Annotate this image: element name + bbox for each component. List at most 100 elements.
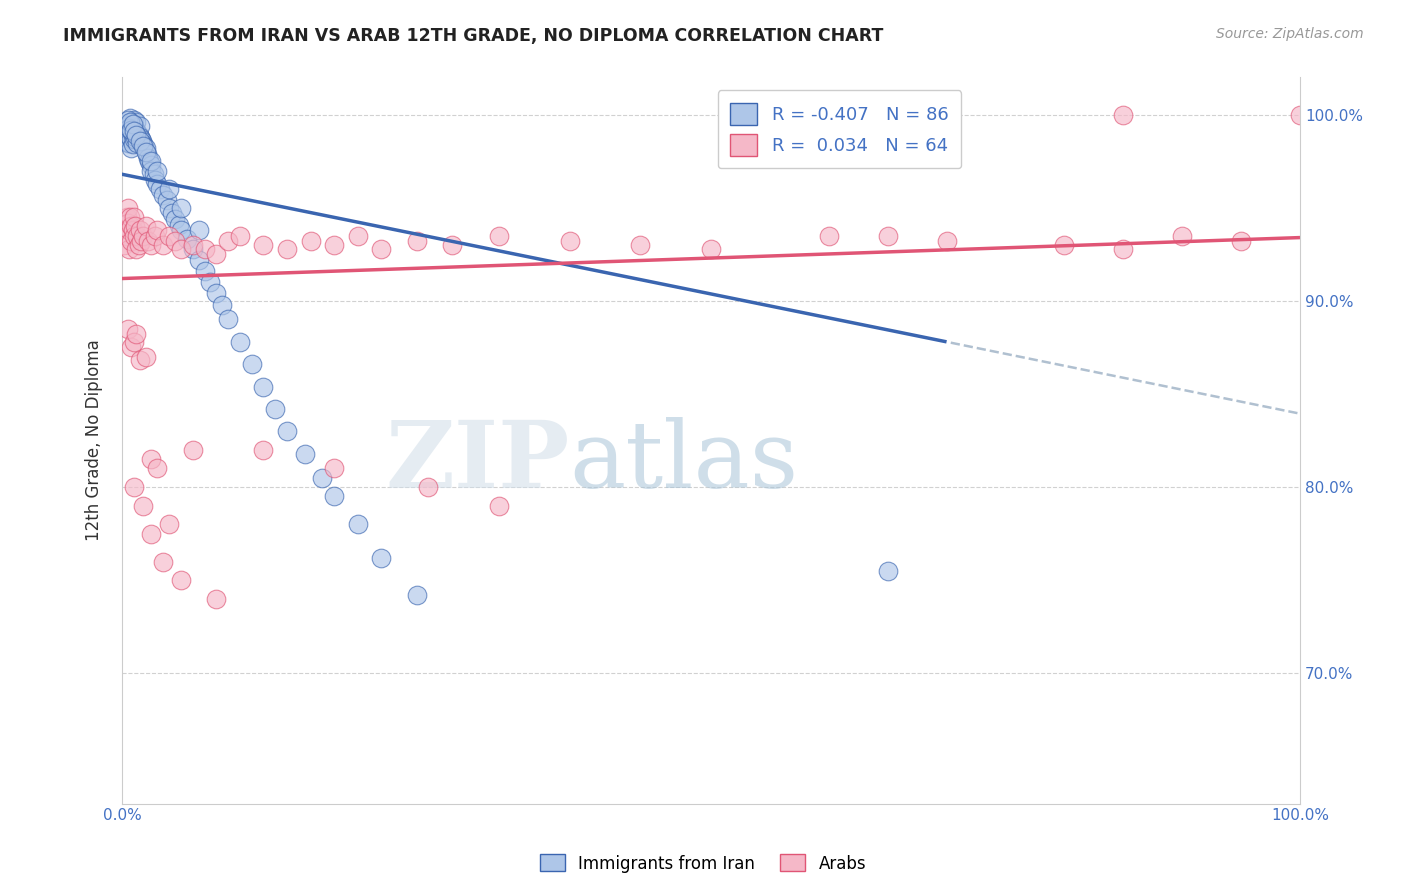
Point (205, 247, 228, 261)
Point (146, 177, 169, 191)
Point (370, 242, 392, 256)
Point (135, 141, 157, 155)
Point (118, 242, 141, 256)
Point (181, 242, 204, 256)
Point (135, 350, 157, 364)
Point (114, 126, 136, 140)
Point (170, 223, 193, 237)
Point (370, 550, 392, 565)
Point (1230, 235, 1253, 249)
Point (205, 591, 228, 606)
Point (127, 126, 149, 140)
Point (125, 242, 148, 256)
Point (142, 167, 165, 181)
Point (129, 132, 152, 146)
Point (121, 124, 143, 138)
Text: Source: ZipAtlas.com: Source: ZipAtlas.com (1216, 27, 1364, 41)
Point (187, 223, 209, 237)
Point (120, 112, 142, 126)
Point (128, 134, 150, 148)
Point (136, 235, 159, 249)
Point (217, 235, 239, 249)
Point (876, 228, 898, 243)
Point (114, 219, 136, 234)
Point (558, 235, 581, 249)
Point (440, 238, 463, 252)
Point (122, 228, 145, 243)
Text: atlas: atlas (569, 417, 799, 508)
Point (141, 238, 163, 252)
Point (122, 334, 145, 349)
Point (121, 137, 143, 152)
Point (152, 238, 174, 252)
Point (418, 480, 440, 494)
Point (405, 235, 427, 249)
Point (141, 163, 163, 178)
Point (205, 286, 228, 301)
Point (264, 401, 287, 416)
Point (125, 128, 148, 143)
Point (121, 122, 143, 136)
Point (136, 151, 159, 165)
Point (128, 130, 150, 145)
Point (217, 312, 239, 326)
Point (138, 154, 160, 169)
Point (181, 238, 204, 252)
Point (132, 139, 155, 153)
Point (152, 187, 174, 202)
Point (299, 235, 322, 249)
Point (120, 115, 142, 129)
Point (165, 211, 187, 226)
Legend: Immigrants from Iran, Arabs: Immigrants from Iran, Arabs (533, 847, 873, 880)
Point (124, 219, 146, 234)
Point (135, 219, 157, 234)
Point (152, 555, 174, 569)
Point (117, 136, 139, 150)
Point (170, 573, 193, 587)
Point (135, 146, 157, 161)
Point (120, 120, 142, 135)
Point (141, 452, 163, 467)
Point (134, 139, 156, 153)
Point (252, 442, 274, 457)
Point (128, 223, 150, 237)
Point (700, 242, 723, 256)
Point (181, 442, 204, 457)
Point (115, 122, 138, 136)
Point (1171, 228, 1194, 243)
Point (122, 480, 145, 494)
Point (112, 238, 135, 252)
Point (876, 564, 898, 578)
Point (124, 120, 146, 135)
Y-axis label: 12th Grade, No Diploma: 12th Grade, No Diploma (86, 340, 103, 541)
Point (193, 242, 215, 256)
Text: IMMIGRANTS FROM IRAN VS ARAB 12TH GRADE, NO DIPLOMA CORRELATION CHART: IMMIGRANTS FROM IRAN VS ARAB 12TH GRADE,… (63, 27, 883, 45)
Point (143, 173, 166, 187)
Point (294, 446, 316, 460)
Point (1112, 242, 1135, 256)
Point (157, 517, 180, 532)
Point (1053, 238, 1076, 252)
Point (121, 128, 143, 143)
Point (252, 238, 274, 252)
Point (120, 130, 142, 145)
Point (817, 228, 839, 243)
Point (117, 201, 139, 215)
Point (1112, 108, 1135, 122)
Point (121, 132, 143, 146)
Point (118, 136, 141, 150)
Point (118, 117, 141, 131)
Point (132, 137, 155, 152)
Point (122, 124, 145, 138)
Point (488, 228, 510, 243)
Point (167, 218, 190, 232)
Point (115, 228, 138, 243)
Point (193, 264, 215, 278)
Point (125, 115, 148, 129)
Point (127, 136, 149, 150)
Point (128, 119, 150, 133)
Point (118, 120, 141, 135)
Point (125, 327, 148, 342)
Point (121, 223, 143, 237)
Point (211, 297, 233, 311)
